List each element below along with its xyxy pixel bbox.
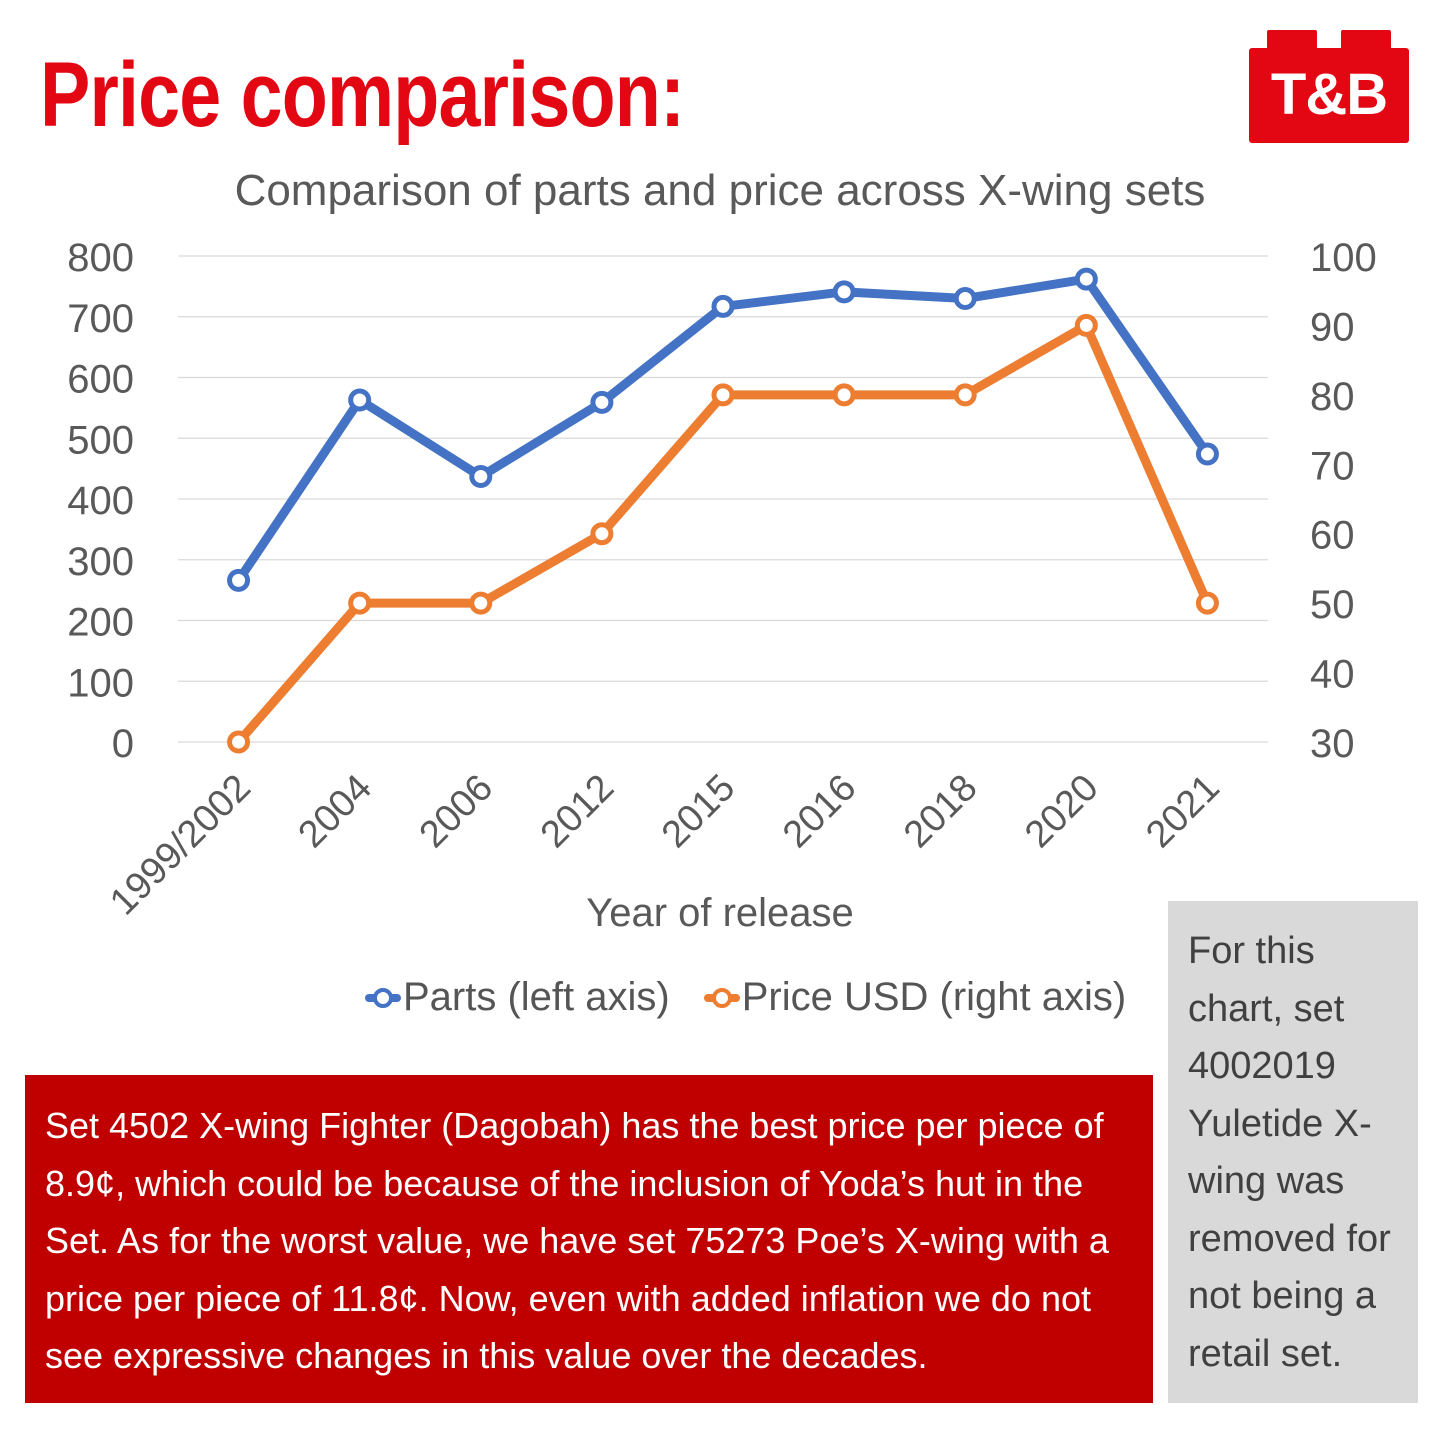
parts-data-point: [227, 568, 251, 592]
legend-item-parts: Parts (left axis): [365, 975, 670, 1020]
legend-item-price: Price USD (right axis): [703, 975, 1127, 1020]
x-tick-label: 2012: [533, 767, 622, 856]
price-legend-icon: [703, 980, 740, 1016]
left-tick-label: 700: [67, 297, 134, 341]
line-chart: Comparison of parts and price across X-w…: [67, 166, 1377, 935]
brand-logo-text: T&B: [1270, 62, 1388, 127]
parts-data-point: [711, 294, 735, 318]
right-tick-label: 80: [1310, 375, 1355, 419]
parts-data-point: [1195, 442, 1219, 466]
parts-data-point: [348, 388, 372, 412]
price-data-point: [1074, 313, 1098, 337]
price-data-point: [469, 591, 493, 615]
page-headline: Price comparison:: [40, 44, 685, 146]
data-points: [227, 267, 1219, 754]
x-tick-label: 1999/2002: [102, 767, 259, 924]
right-tick-label: 50: [1310, 583, 1355, 627]
right-tick-label: 30: [1310, 722, 1355, 766]
x-tick-label: 2006: [412, 767, 501, 856]
gridlines: [178, 255, 1268, 743]
left-tick-label: 800: [67, 236, 134, 280]
right-tick-label: 70: [1310, 444, 1355, 488]
left-tick-label: 300: [67, 540, 134, 584]
left-tick-label: 100: [67, 661, 134, 705]
right-tick-label: 100: [1310, 236, 1377, 280]
excluded-set-note: For this chart, set 4002019 Yuletide X-w…: [1168, 901, 1418, 1403]
x-tick-label: 2021: [1138, 767, 1227, 856]
series-lines: [234, 274, 1212, 747]
chart-title: Comparison of parts and price across X-w…: [235, 166, 1206, 215]
price-data-point: [1195, 591, 1219, 615]
parts-data-point: [1074, 267, 1098, 291]
right-tick-label: 60: [1310, 514, 1355, 558]
left-tick-label: 600: [67, 358, 134, 402]
left-tick-label: 0: [112, 722, 134, 766]
parts-legend-icon: [365, 980, 401, 1016]
x-tick-label: 2015: [654, 767, 743, 856]
price-data-point: [953, 383, 977, 407]
price-data-point: [832, 383, 856, 407]
price-data-point: [590, 522, 614, 546]
price-data-point: [711, 383, 735, 407]
price-per-piece-note: Set 4502 X-wing Fighter (Dagobah) has th…: [25, 1075, 1153, 1403]
parts-series-line: [234, 274, 1212, 585]
parts-data-point: [832, 280, 856, 304]
legend-label-price: Price USD (right axis): [741, 975, 1127, 1019]
legend-label-parts: Parts (left axis): [403, 975, 670, 1019]
left-tick-label: 200: [67, 601, 134, 645]
x-tick-label: 2018: [896, 767, 985, 856]
parts-data-point: [590, 390, 614, 414]
x-tick-label: 2016: [775, 767, 864, 856]
x-tick-label: 2004: [291, 767, 380, 856]
x-tick-label: 2020: [1017, 767, 1106, 856]
parts-data-point: [953, 287, 977, 311]
price-data-point: [227, 730, 251, 754]
right-tick-label: 40: [1310, 653, 1355, 697]
right-axis: 30 40 50 60 70 80 90 100: [1310, 236, 1377, 766]
price-data-point: [348, 591, 372, 615]
left-axis: 0 100 200 300 400 500 600 700 800: [67, 236, 134, 766]
right-tick-label: 90: [1310, 305, 1355, 349]
brand-logo: T&B: [1249, 30, 1409, 143]
left-tick-label: 500: [67, 418, 134, 462]
parts-data-point: [469, 465, 493, 489]
chart-legend: Parts (left axis) Price USD (right axis): [365, 975, 1160, 1020]
x-axis-label: Year of release: [586, 891, 854, 935]
left-tick-label: 400: [67, 479, 134, 523]
